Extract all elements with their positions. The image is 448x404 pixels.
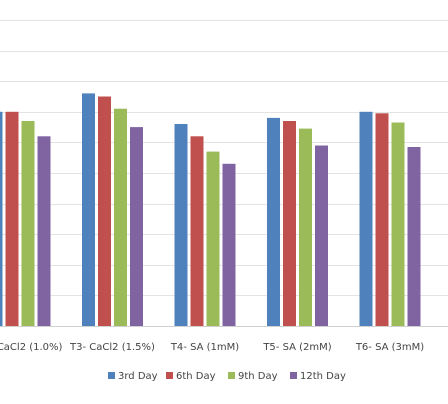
bar (391, 122, 405, 326)
bar (359, 111, 373, 326)
legend-item: 9th Day (228, 371, 278, 382)
x-axis: T2- CaCl2 (1.0%) T3- CaCl2 (1.5%) T4- SA (… (0, 326, 448, 353)
bar (222, 163, 236, 326)
legend: 3rd Day 6th Day 9th Day 12th Day (108, 371, 346, 382)
bar (114, 108, 127, 326)
bar (37, 136, 51, 326)
x-tick-label: T4- SA (1mM) (170, 342, 239, 353)
legend-item: 3rd Day (108, 371, 158, 382)
bar (98, 96, 111, 326)
x-tick-label: T3- CaCl2 (1.5%) (69, 342, 155, 353)
bar (267, 117, 280, 327)
bar (174, 124, 188, 326)
legend-label: 9th Day (238, 371, 278, 382)
legend-item: 12th Day (290, 371, 346, 382)
bar (315, 145, 328, 326)
bar (190, 136, 204, 326)
bar (407, 147, 421, 326)
legend-swatch (166, 372, 173, 379)
bar (206, 151, 220, 326)
bar (82, 93, 95, 327)
bar (130, 127, 143, 326)
bar (0, 111, 3, 326)
legend-item: 6th Day (166, 371, 216, 382)
x-tick-label: T6- SA (3mM) (355, 342, 424, 353)
legend-label: 12th Day (300, 371, 346, 382)
bar (21, 121, 35, 326)
legend-label: 6th Day (176, 371, 216, 382)
bar (299, 128, 312, 326)
bars (0, 93, 421, 327)
legend-label: 3rd Day (118, 371, 158, 382)
x-tick-label: T2- CaCl2 (1.0%) (0, 342, 63, 353)
legend-swatch (228, 372, 235, 379)
legend-swatch (108, 372, 115, 379)
legend-swatch (290, 372, 297, 379)
bar (5, 111, 19, 326)
x-tick-label: T5- SA (2mM) (262, 342, 331, 353)
bar (283, 121, 296, 326)
bar (375, 113, 389, 326)
